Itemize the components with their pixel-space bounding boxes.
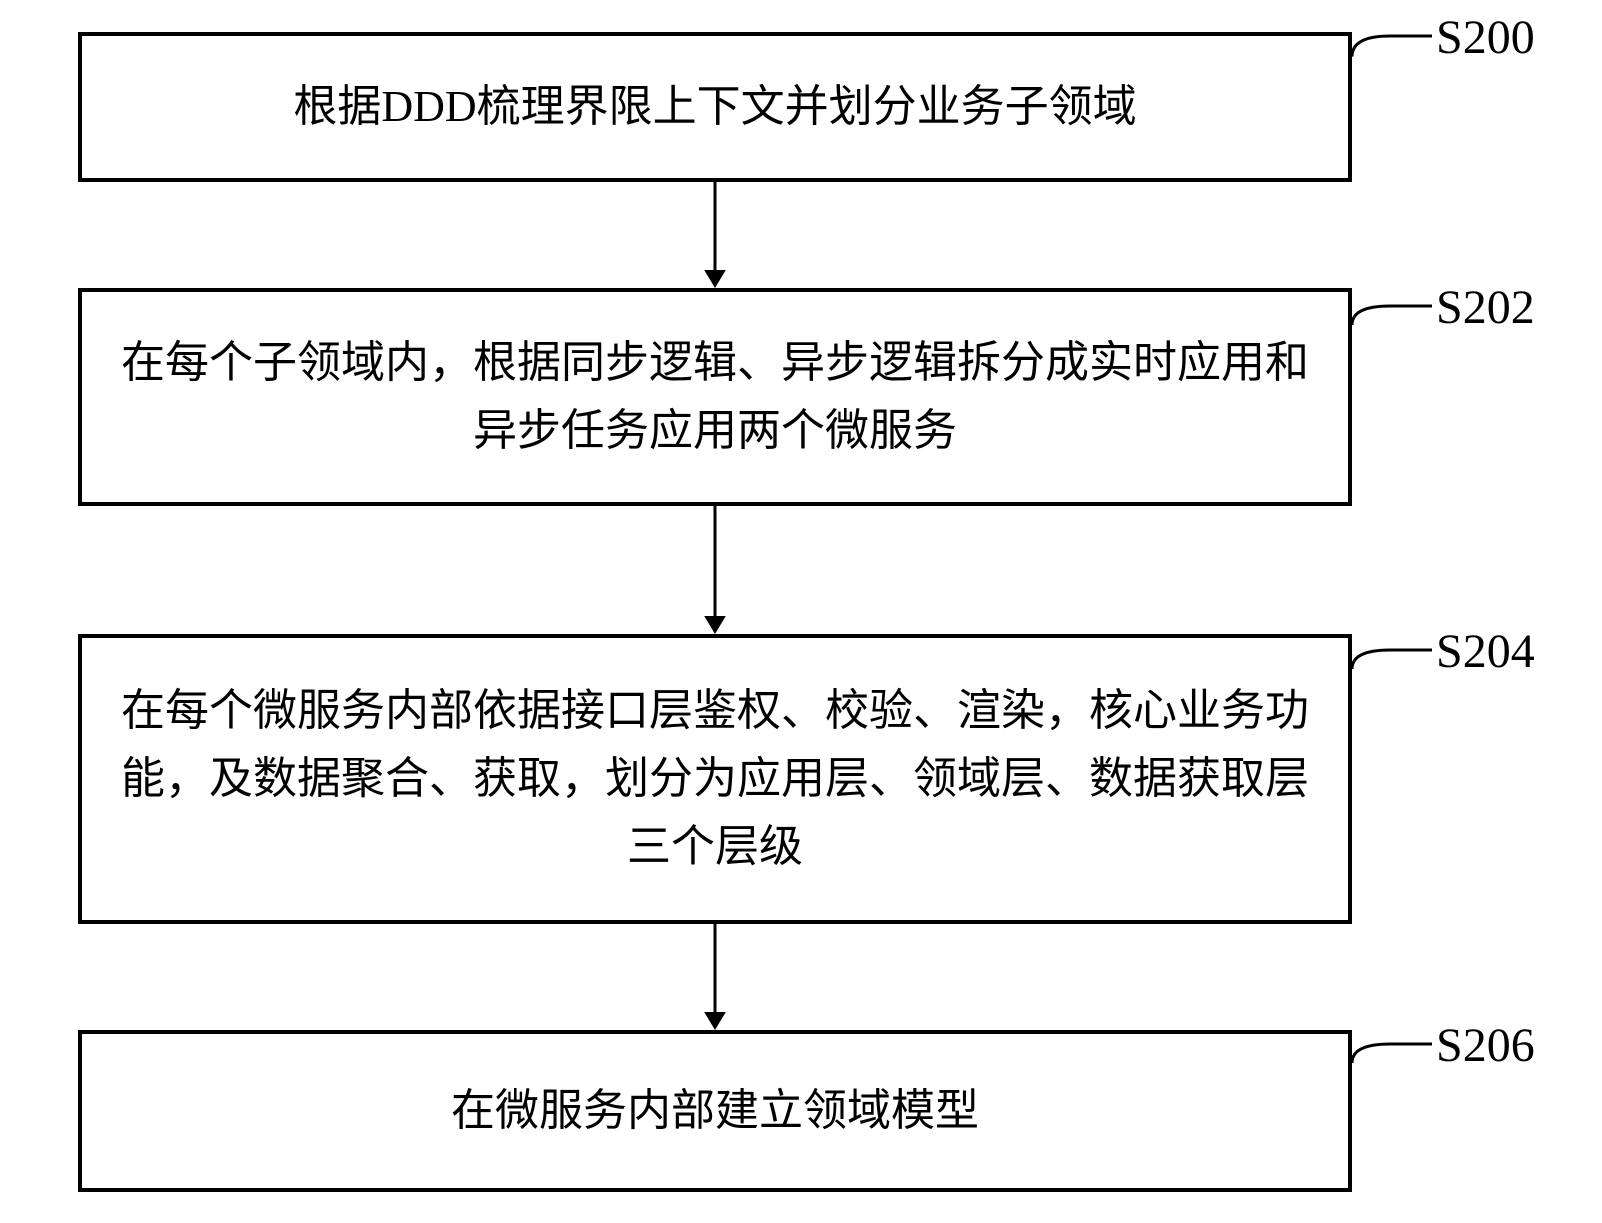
flow-step-text: 在每个微服务内部依据接口层鉴权、校验、渲染，核心业务功能，及数据聚合、获取，划分… [112, 677, 1318, 882]
step-label-s204: S204 [1436, 624, 1535, 679]
leader-line-s202 [1350, 301, 1434, 335]
step-label-s200: S200 [1436, 10, 1535, 65]
arrow-down-icon [685, 506, 745, 634]
flow-step-s200: 根据DDD梳理界限上下文并划分业务子领域 [78, 32, 1352, 182]
arrow-down-icon [685, 182, 745, 288]
leader-line-s206 [1350, 1039, 1434, 1073]
flow-step-text: 根据DDD梳理界限上下文并划分业务子领域 [293, 73, 1136, 141]
leader-line-s200 [1350, 31, 1434, 67]
flow-step-text: 在每个子领域内，根据同步逻辑、异步逻辑拆分成实时应用和异步任务应用两个微服务 [112, 329, 1318, 465]
arrow-down-icon [685, 924, 745, 1030]
flow-step-s204: 在每个微服务内部依据接口层鉴权、校验、渲染，核心业务功能，及数据聚合、获取，划分… [78, 634, 1352, 924]
flow-step-s206: 在微服务内部建立领域模型 [78, 1030, 1352, 1192]
step-label-s206: S206 [1436, 1018, 1535, 1073]
step-label-s202: S202 [1436, 280, 1535, 335]
flow-step-text: 在微服务内部建立领域模型 [451, 1077, 979, 1145]
leader-line-s204 [1350, 645, 1434, 679]
flowchart-canvas: 根据DDD梳理界限上下文并划分业务子领域 S200 在每个子领域内，根据同步逻辑、异… [0, 0, 1602, 1223]
flow-step-s202: 在每个子领域内，根据同步逻辑、异步逻辑拆分成实时应用和异步任务应用两个微服务 [78, 288, 1352, 506]
